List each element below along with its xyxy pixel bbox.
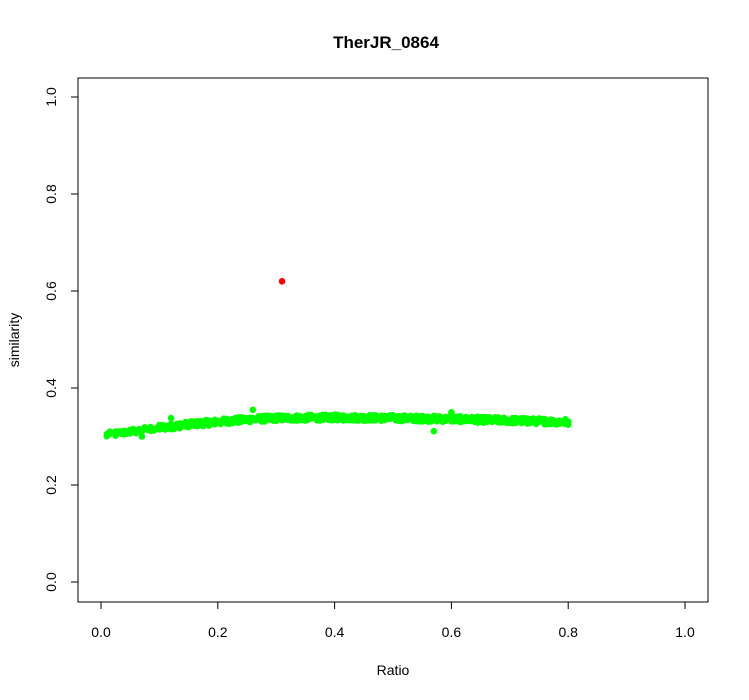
x-tick-label: 1.0: [675, 624, 695, 640]
data-point-highlight: [278, 278, 286, 285]
chart-title: TherJR_0864: [333, 33, 439, 52]
y-tick-label: 0.4: [43, 378, 59, 398]
y-tick-label: 0.2: [43, 475, 59, 495]
y-axis: 0.0 0.2 0.4 0.6 0.8 1.0: [43, 87, 79, 592]
data-point: [448, 408, 455, 416]
series-green-points: [103, 406, 572, 440]
x-tick-label: 0.2: [208, 624, 228, 640]
data-point: [430, 427, 438, 435]
data-point: [249, 406, 257, 414]
y-axis-label: similarity: [6, 313, 22, 367]
series-red-points: [278, 278, 286, 285]
data-point: [564, 421, 572, 428]
y-tick-label: 0.8: [43, 184, 59, 204]
data-point: [167, 414, 175, 422]
y-tick-label: 0.6: [43, 281, 59, 301]
plot-frame: [77, 77, 709, 603]
x-axis-label: Ratio: [377, 662, 410, 678]
x-tick-label: 0.8: [558, 624, 578, 640]
x-tick-label: 0.0: [91, 624, 111, 640]
x-tick-label: 0.6: [442, 624, 462, 640]
y-tick-label: 0.0: [43, 572, 59, 592]
x-tick-label: 0.4: [325, 624, 345, 640]
data-point: [138, 433, 146, 440]
y-tick-label: 1.0: [43, 87, 59, 107]
x-axis: 0.0 0.2 0.4 0.6 0.8 1.0: [91, 601, 695, 640]
